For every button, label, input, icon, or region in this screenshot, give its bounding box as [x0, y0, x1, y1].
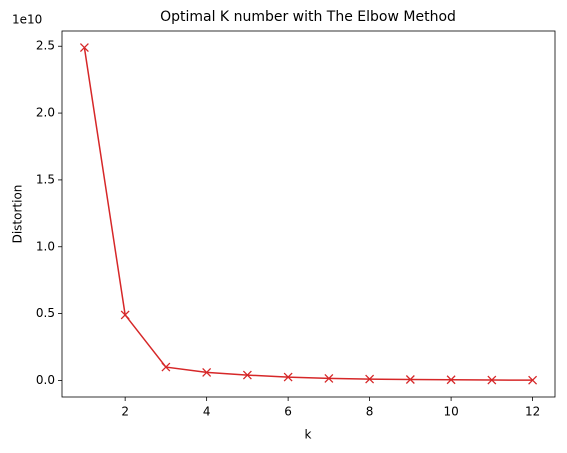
marker [405, 375, 415, 384]
marker [487, 375, 497, 385]
y-tick-label: 2.5 [36, 39, 55, 53]
line [83, 47, 533, 381]
y-tick-label: 2.0 [36, 106, 55, 120]
y-tick-label: 1.5 [36, 172, 55, 186]
marker [161, 362, 171, 372]
x-tick-label: 12 [525, 405, 540, 419]
x-axis-label: k [305, 428, 312, 442]
marker [242, 370, 252, 380]
marker [446, 375, 456, 385]
y-tick-label: 0.5 [36, 306, 55, 320]
plot-frame [61, 30, 556, 398]
marker [365, 374, 375, 384]
x-tick-label: 8 [366, 405, 374, 419]
y-tick-label: 1.0 [36, 239, 55, 253]
marker [324, 373, 334, 383]
marker [79, 43, 89, 53]
x-tick-label: 2 [121, 405, 129, 419]
x-tick-label: 4 [203, 405, 211, 419]
marker [528, 375, 538, 385]
x-tick-label: 6 [284, 405, 292, 419]
y-offset-label: 1e10 [12, 13, 42, 27]
marker [120, 310, 130, 320]
x-tick-label: 10 [443, 405, 458, 419]
chart-title: Optimal K number with The Elbow Method [160, 9, 456, 25]
marker [202, 367, 212, 377]
y-tick-label: 0.0 [36, 373, 55, 387]
marker [283, 372, 293, 382]
y-axis-label: Distortion [11, 185, 25, 244]
